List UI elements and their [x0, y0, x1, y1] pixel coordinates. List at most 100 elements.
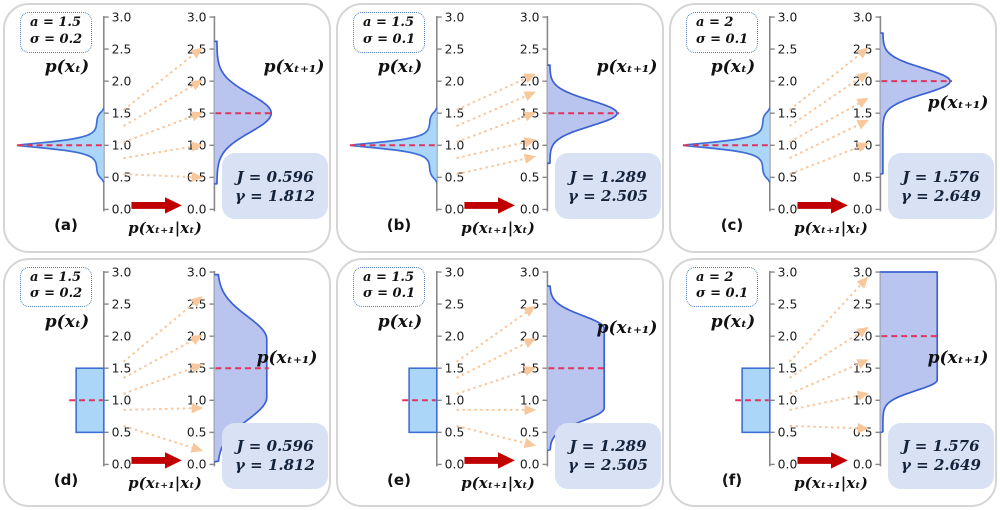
- param-sigma: σ = 0.1: [363, 31, 416, 47]
- tick-label: 0.5: [187, 424, 207, 439]
- tick-label: 0.0: [187, 202, 207, 217]
- tick-label: 3.0: [112, 264, 132, 279]
- tick-label: 1.0: [112, 138, 132, 153]
- param-a: a = 2: [696, 15, 734, 30]
- tick-label: 0.0: [112, 456, 132, 471]
- tick-label: 1.5: [445, 360, 465, 375]
- transition-big-arrow: [797, 197, 848, 214]
- panel-b-plot: 0.0 0.5 1.0 1.5 2.0 2.5 3.0 0.0 0.5 1.0 1.5 2.0 2.5 3…: [349, 9, 620, 217]
- tick-label: 0.5: [445, 424, 465, 439]
- panel-letter: (e): [387, 470, 411, 489]
- transition-arrow: [123, 402, 204, 413]
- tick-label: 3.0: [112, 9, 132, 24]
- param-sigma: σ = 0.1: [696, 286, 749, 302]
- right-distribution-outline: [214, 40, 273, 185]
- transition-arrow: [456, 424, 537, 448]
- label-transition-kernel: p(xₜ₊₁|xₜ): [461, 473, 535, 492]
- tick-label: 0.5: [112, 170, 132, 185]
- tick-label: 2.0: [778, 328, 798, 343]
- transition-arrow: [788, 71, 869, 127]
- label-p-xt: p(xₜ): [377, 311, 423, 332]
- tick-label: 3.0: [853, 9, 873, 24]
- tick-label: 2.5: [778, 41, 798, 56]
- transition-arrow: [789, 358, 869, 395]
- tick-label: 2.0: [445, 328, 465, 343]
- transition-arrow: [122, 295, 203, 363]
- transition-arrow: [123, 362, 203, 395]
- label-p-xt: p(xₜ): [377, 57, 423, 77]
- tick-label: 1.5: [778, 360, 798, 375]
- metric-J: J = 1.289: [569, 167, 647, 186]
- param-a: a = 1.5: [363, 15, 414, 30]
- metrics-box: J = 0.596 γ = 1.812: [222, 153, 328, 219]
- transition-arrow: [788, 47, 869, 111]
- transition-arrow: [455, 305, 536, 363]
- tick-label: 0.0: [778, 202, 798, 217]
- tick-label: 1.5: [445, 105, 465, 120]
- metric-gamma: γ = 2.649: [901, 186, 981, 205]
- metric-J: J = 1.289: [569, 437, 647, 455]
- label-transition-kernel: p(xₜ₊₁|xₜ): [794, 219, 868, 237]
- param-a: a = 1.5: [30, 15, 81, 30]
- tick-label: 1.0: [187, 138, 207, 153]
- tick-label: 0.5: [853, 424, 873, 439]
- tick-label: 2.0: [187, 328, 207, 343]
- tick-label: 2.5: [112, 41, 132, 56]
- panel-letter: (a): [54, 216, 78, 234]
- tick-label: 0.0: [853, 456, 873, 471]
- tick-label: 2.0: [853, 73, 873, 88]
- param-sigma: σ = 0.1: [363, 286, 416, 302]
- panel-letter: (d): [53, 470, 79, 489]
- metric-J: J = 0.596: [236, 437, 314, 455]
- metrics-box: J = 1.576 γ = 2.649: [888, 422, 994, 489]
- transition-big-arrow: [464, 451, 515, 469]
- label-transition-kernel: p(xₜ₊₁|xₜ): [794, 473, 868, 492]
- tick-label: 2.5: [187, 296, 207, 311]
- tick-label: 1.0: [187, 392, 207, 407]
- metrics-box: J = 1.576 γ = 2.649: [888, 153, 994, 219]
- tick-label: 3.0: [853, 264, 873, 279]
- tick-label: 2.0: [187, 73, 207, 88]
- metric-J: J = 1.576: [902, 167, 980, 186]
- right-distribution-fill: [547, 285, 605, 450]
- param-box: a = 1.5 σ = 0.1: [353, 266, 426, 308]
- tick-label: 3.0: [445, 264, 465, 279]
- tick-label: 2.0: [445, 73, 465, 88]
- tick-label: 0.0: [520, 202, 540, 217]
- metric-gamma: γ = 1.812: [235, 456, 315, 474]
- tick-label: 0.0: [445, 456, 465, 471]
- transition-arrow: [123, 334, 203, 379]
- tick-label: 2.5: [853, 296, 873, 311]
- param-sigma: σ = 0.1: [696, 31, 749, 47]
- transition-arrow: [456, 73, 536, 111]
- param-box: a = 1.5 σ = 0.2: [20, 12, 93, 53]
- metrics-box: J = 1.289 γ = 2.505: [555, 153, 661, 219]
- right-distribution-fill: [880, 33, 951, 175]
- tick-label: 3.0: [187, 9, 207, 24]
- panel-f-plot: 0.00.51.01.52.02.53.00.00.51.01.52.02.53…: [735, 264, 940, 471]
- transition-arrow: [456, 91, 536, 127]
- transition-arrow: [456, 111, 536, 144]
- label-p-xt1: p(xₜ₊₁): [596, 317, 658, 338]
- transition-arrow: [456, 337, 536, 379]
- panel-c-plot: 0.00.51.01.52.02.53.00.00.51.01.52.02.53…: [682, 9, 953, 217]
- label-p-xt: p(xₜ): [44, 311, 90, 332]
- metric-gamma: γ = 1.812: [235, 186, 315, 205]
- tick-label: 1.0: [445, 392, 465, 407]
- tick-label: 1.5: [112, 360, 132, 375]
- right-distribution-outline: [880, 32, 951, 175]
- metrics-box: J = 1.289 γ = 2.505: [555, 422, 661, 489]
- transition-arrow: [123, 171, 204, 183]
- tick-label: 1.0: [853, 392, 873, 407]
- tick-label: 3.0: [445, 9, 465, 24]
- transition-arrow: [789, 390, 870, 411]
- metric-gamma: γ = 2.505: [568, 186, 648, 205]
- tick-label: 0.0: [853, 202, 873, 217]
- tick-label: 3.0: [778, 9, 798, 24]
- transition-arrow: [123, 111, 203, 144]
- right-distribution-fill: [214, 41, 272, 184]
- panel-d: 0.0 0.5 1.0 1.5 2.0 2.5 3.0 0.0 0.5 1.0 1.5 2.0 2.5 3…: [3, 257, 331, 507]
- label-p-xt1: p(xₜ₊₁): [596, 57, 658, 77]
- panel-f: 0.0 0.5 1.0 1.5 2.0 2.5 3.0 0.0 0.5 1.0 1.5 2.0 2.5 3…: [669, 257, 997, 507]
- tick-label: 1.0: [112, 392, 132, 407]
